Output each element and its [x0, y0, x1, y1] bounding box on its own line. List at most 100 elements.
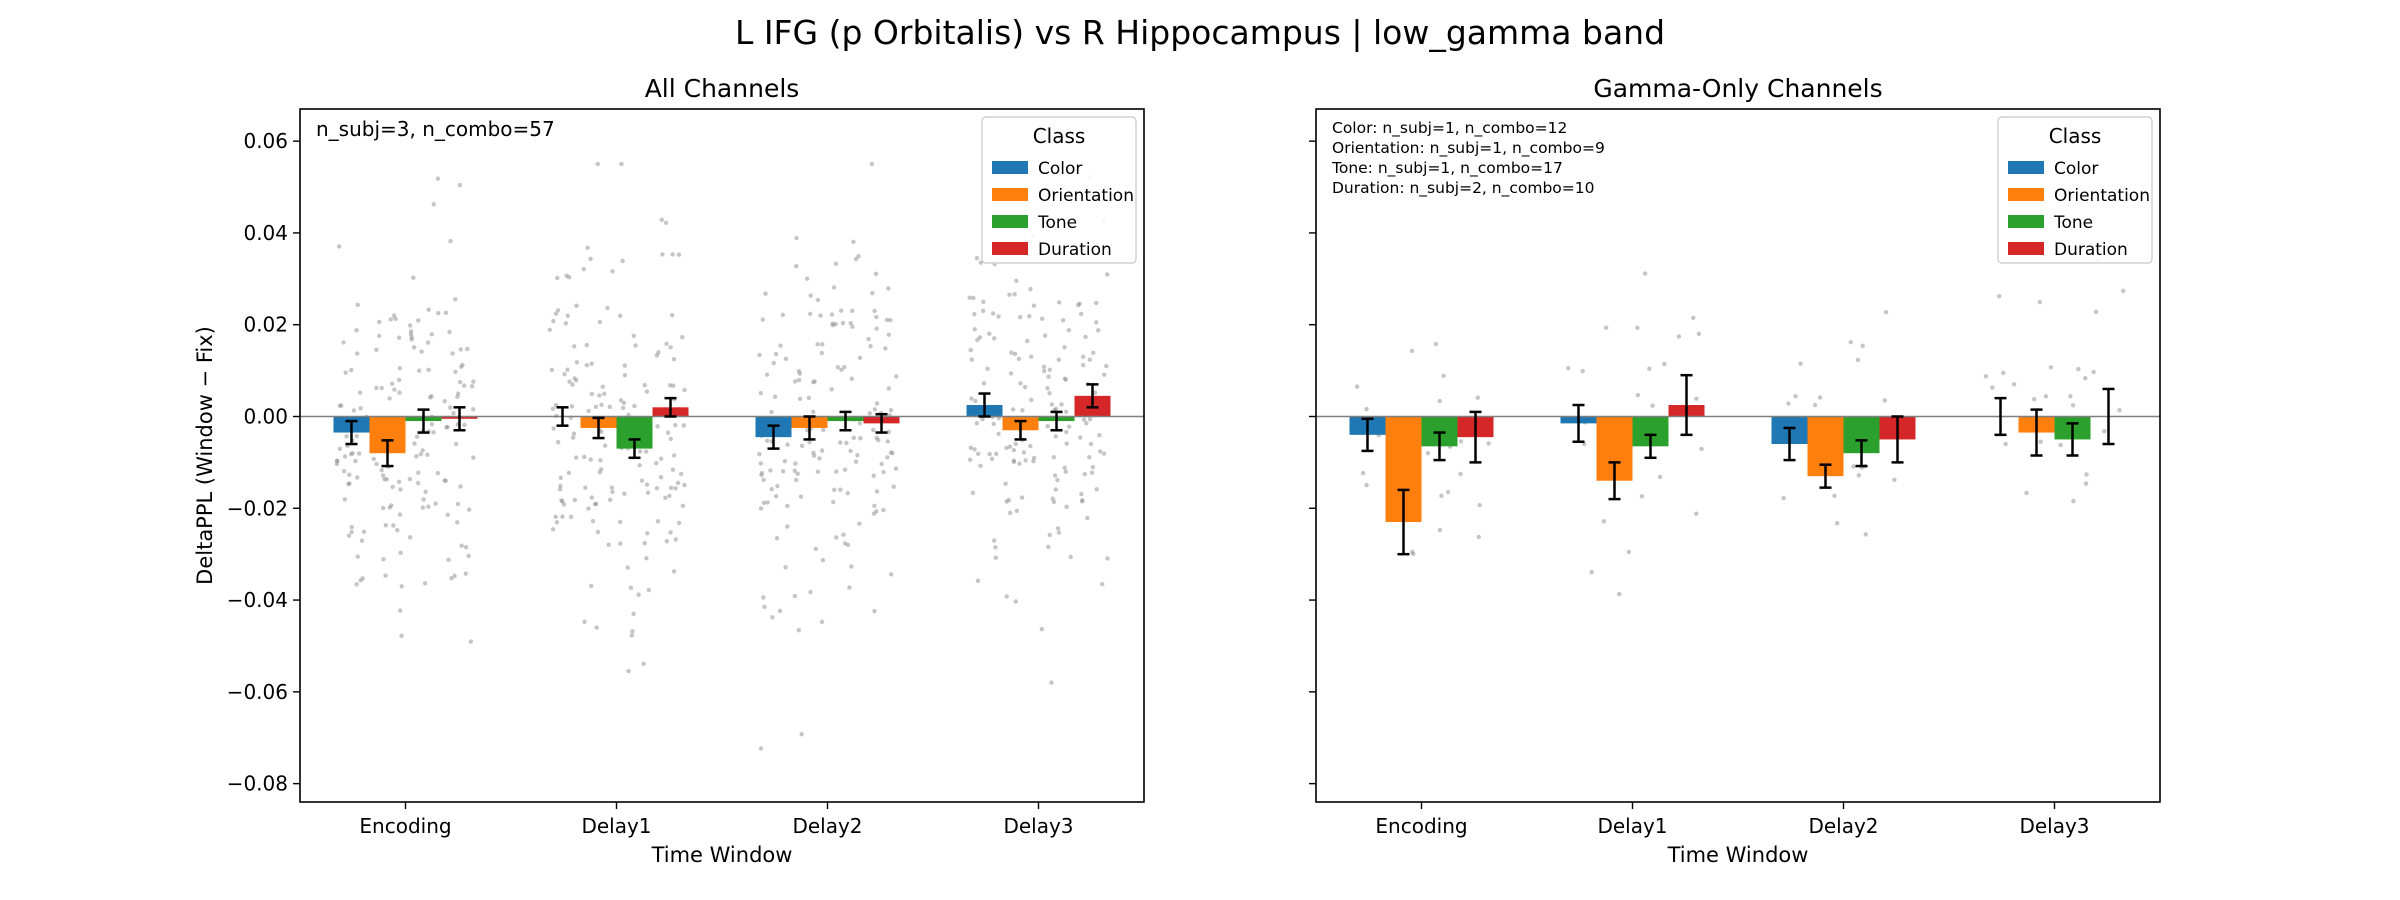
- data-point: [840, 320, 846, 326]
- data-point: [1092, 390, 1098, 395]
- data-point: [397, 390, 402, 395]
- data-point: [618, 541, 623, 546]
- data-point: [2038, 439, 2043, 444]
- data-point: [347, 481, 352, 486]
- data-point: [783, 565, 788, 570]
- data-point: [808, 293, 813, 298]
- data-point: [1031, 303, 1037, 308]
- error-bar-orientation-delay3: [2030, 408, 2043, 457]
- legend-label: Tone: [1037, 213, 1077, 233]
- data-point: [1046, 374, 1051, 379]
- y-tick-label: 0.00: [243, 404, 288, 428]
- data-point: [664, 341, 669, 347]
- data-point: [1057, 300, 1062, 305]
- data-point: [468, 639, 474, 644]
- data-point: [2058, 442, 2063, 448]
- data-point: [457, 379, 463, 385]
- data-point: [632, 403, 637, 409]
- error-bar-color-delay2: [767, 424, 780, 450]
- data-point: [597, 319, 603, 325]
- data-point: [761, 500, 767, 506]
- data-point: [560, 499, 565, 504]
- legend-swatch: [992, 161, 1028, 174]
- data-point: [343, 370, 348, 375]
- data-point: [1851, 464, 1856, 469]
- data-point: [594, 625, 599, 630]
- data-point: [874, 326, 879, 331]
- data-point: [573, 455, 579, 460]
- data-point: [471, 379, 476, 384]
- data-point: [644, 482, 650, 487]
- error-bar-duration-delay2: [1891, 415, 1904, 464]
- data-point: [1691, 315, 1696, 321]
- data-point: [1104, 272, 1110, 277]
- data-point: [885, 439, 891, 444]
- data-point: [1364, 482, 1369, 488]
- data-point: [381, 557, 386, 562]
- data-point: [794, 235, 799, 241]
- data-point: [842, 365, 847, 370]
- data-point: [2037, 299, 2043, 305]
- data-point: [996, 314, 1001, 319]
- data-point: [1635, 325, 1640, 330]
- data-point: [853, 256, 859, 262]
- data-point: [1078, 311, 1084, 317]
- y-tick-label: 0.06: [243, 129, 288, 153]
- data-point: [1020, 408, 1025, 413]
- data-point: [642, 540, 647, 546]
- data-point: [1004, 445, 1009, 451]
- y-tick-label: 0.04: [243, 221, 288, 245]
- data-point: [785, 503, 790, 509]
- data-point: [460, 362, 465, 368]
- data-point: [868, 344, 873, 349]
- data-point: [831, 285, 837, 290]
- data-point: [426, 307, 431, 312]
- data-point: [471, 455, 476, 460]
- data-point: [655, 424, 660, 429]
- data-point: [980, 308, 986, 314]
- error-bar-tone-encoding: [417, 408, 430, 434]
- data-point: [641, 661, 646, 666]
- data-point: [1100, 582, 1105, 587]
- data-point: [595, 529, 601, 535]
- data-point: [792, 379, 798, 384]
- data-point: [471, 407, 476, 412]
- y-axis-label: DeltaPPL (Window − Fix): [193, 326, 217, 585]
- annotation-text: Color: n_subj=1, n_combo=12: [1332, 119, 1567, 138]
- data-point: [968, 347, 973, 353]
- data-point: [671, 356, 677, 362]
- data-point: [1046, 544, 1051, 550]
- data-point: [872, 503, 877, 508]
- data-point: [397, 512, 403, 517]
- data-point: [462, 422, 467, 428]
- data-point: [819, 350, 825, 356]
- data-point: [811, 453, 817, 458]
- data-point: [599, 429, 604, 435]
- data-point: [1096, 328, 1101, 333]
- data-point: [574, 360, 580, 365]
- data-point: [785, 524, 790, 529]
- data-point: [783, 356, 789, 362]
- data-point: [867, 411, 872, 416]
- error-bar-color-delay2: [1783, 426, 1796, 462]
- data-point: [633, 343, 638, 348]
- legend-label: Color: [2054, 159, 2098, 179]
- data-point: [668, 530, 673, 535]
- data-point: [680, 503, 686, 508]
- data-point: [398, 608, 403, 613]
- data-point: [1087, 454, 1092, 460]
- data-point: [582, 619, 587, 625]
- data-point: [1085, 515, 1090, 521]
- data-point: [643, 449, 649, 454]
- data-point: [442, 478, 447, 483]
- data-point: [975, 578, 981, 584]
- data-point: [857, 421, 862, 426]
- data-point: [893, 466, 899, 471]
- data-point: [551, 318, 556, 324]
- data-point: [793, 461, 798, 466]
- data-point: [1011, 459, 1017, 465]
- data-point: [1433, 341, 1439, 347]
- data-point: [455, 501, 461, 507]
- data-point: [777, 608, 783, 614]
- data-point: [978, 463, 983, 469]
